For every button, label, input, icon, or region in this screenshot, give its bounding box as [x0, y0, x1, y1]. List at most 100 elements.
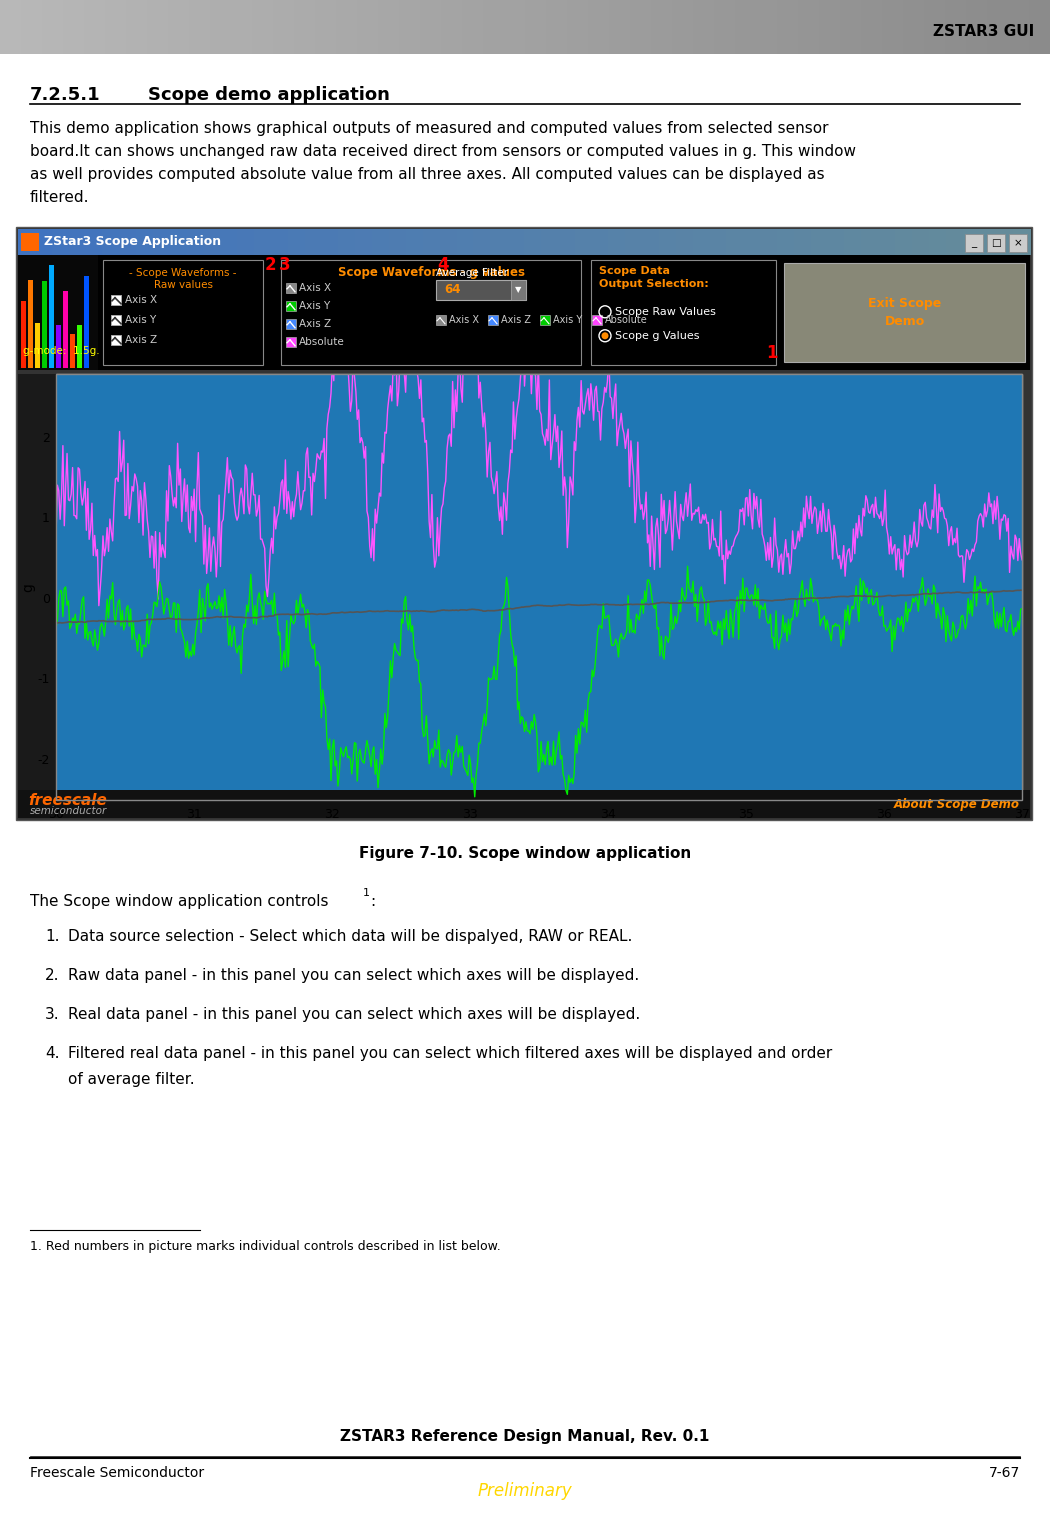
Bar [68, 230, 86, 255]
Bar [0, 0, 21, 55]
Bar [35, 230, 52, 255]
Bar [441, 0, 462, 55]
Bar [625, 230, 643, 255]
Bar [42, 0, 63, 55]
Bar [819, 0, 840, 55]
Bar [111, 334, 121, 345]
Bar [423, 230, 441, 255]
Circle shape [602, 333, 609, 339]
Text: 34: 34 [601, 809, 616, 821]
Text: Data source selection - Select which data will be dispalyed, RAW or REAL.: Data source selection - Select which dat… [68, 929, 632, 944]
Text: The Scope window application controls: The Scope window application controls [30, 894, 329, 909]
Bar [756, 0, 777, 55]
Text: Preliminary: Preliminary [478, 1482, 572, 1500]
Bar [966, 0, 987, 55]
Bar [963, 230, 981, 255]
Bar [965, 234, 983, 252]
Bar [315, 0, 336, 55]
Text: as well provides computed absolute value from all three axes. All computed value: as well provides computed absolute value… [30, 167, 824, 182]
Text: 7.2.5.1: 7.2.5.1 [30, 87, 101, 103]
Bar [147, 0, 168, 55]
Text: Axis X: Axis X [125, 295, 158, 306]
Text: filtered.: filtered. [30, 190, 89, 205]
Text: g-mode:  1.5g.: g-mode: 1.5g. [23, 345, 100, 356]
Text: 35: 35 [738, 809, 754, 821]
Bar [844, 230, 862, 255]
Bar [51, 230, 69, 255]
Bar [490, 230, 508, 255]
Bar [861, 0, 882, 55]
Bar [794, 230, 812, 255]
Bar [676, 230, 694, 255]
Text: 37: 37 [1014, 809, 1030, 821]
Bar [811, 230, 828, 255]
Text: :: : [370, 894, 375, 909]
Bar [18, 790, 1030, 818]
Bar [187, 230, 205, 255]
Bar [111, 295, 121, 306]
Bar [436, 315, 446, 325]
Bar [608, 230, 626, 255]
Bar [511, 280, 526, 299]
Text: Axis X: Axis X [449, 315, 479, 325]
Text: 1. Red numbers in picture marks individual controls described in list below.: 1. Red numbers in picture marks individu… [30, 1240, 501, 1252]
Bar [355, 230, 373, 255]
Bar [541, 230, 559, 255]
Bar [798, 0, 819, 55]
Bar [436, 280, 526, 299]
Bar [18, 255, 1030, 369]
Text: 4: 4 [437, 255, 448, 274]
Bar [693, 230, 711, 255]
Bar [504, 0, 525, 55]
Bar [120, 230, 138, 255]
Bar [642, 230, 660, 255]
Bar [254, 230, 272, 255]
Bar [84, 275, 89, 368]
Bar [372, 230, 390, 255]
Text: Raw data panel - in this panel you can select which axes will be displayed.: Raw data panel - in this panel you can s… [68, 968, 639, 983]
Bar [630, 0, 651, 55]
Text: 1: 1 [363, 888, 370, 898]
Bar [878, 230, 896, 255]
Text: ZStar3 Scope Application: ZStar3 Scope Application [44, 236, 222, 248]
Text: Scope g Values: Scope g Values [615, 331, 699, 340]
Bar [210, 0, 231, 55]
Bar [540, 315, 550, 325]
Bar [336, 0, 357, 55]
Text: ▼: ▼ [514, 286, 521, 295]
Bar [777, 230, 795, 255]
Bar [591, 230, 609, 255]
Bar [28, 280, 33, 368]
Bar [1013, 230, 1031, 255]
Text: 32: 32 [324, 809, 340, 821]
Bar [63, 290, 68, 368]
Bar [996, 230, 1014, 255]
Bar [16, 226, 1032, 821]
Bar [281, 260, 581, 365]
Bar [659, 230, 677, 255]
Bar [288, 230, 306, 255]
Bar [924, 0, 945, 55]
Bar [42, 281, 47, 368]
Bar [189, 0, 210, 55]
Bar [126, 0, 147, 55]
Bar [672, 0, 693, 55]
Bar [507, 230, 525, 255]
Bar [735, 0, 756, 55]
Bar [1008, 0, 1029, 55]
Bar [18, 255, 98, 369]
Text: Filtered real data panel - in this panel you can select which filtered axes will: Filtered real data panel - in this panel… [68, 1046, 833, 1061]
Bar [286, 301, 296, 310]
Bar [21, 301, 26, 368]
Bar [861, 230, 879, 255]
Text: Axis X: Axis X [299, 283, 331, 293]
Bar [294, 0, 315, 55]
Bar [399, 0, 420, 55]
Bar [784, 263, 1025, 362]
Text: 2: 2 [265, 255, 276, 274]
Bar [271, 230, 289, 255]
Text: 3: 3 [279, 255, 291, 274]
Bar [743, 230, 761, 255]
Bar [488, 315, 498, 325]
Text: _: _ [971, 237, 976, 248]
